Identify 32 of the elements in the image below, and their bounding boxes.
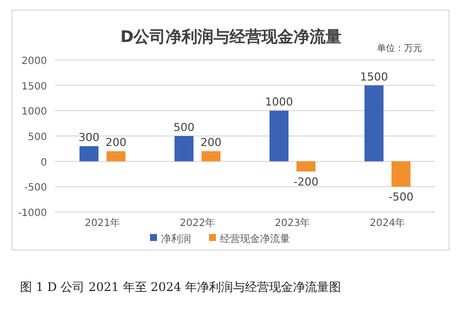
- bar: [364, 85, 384, 162]
- y-tick-label: -1000: [18, 208, 47, 219]
- bar: [392, 161, 410, 187]
- bar: [80, 146, 98, 162]
- x-tick-label: 2021年: [84, 217, 120, 229]
- bar: [174, 136, 194, 162]
- legend-label: 净利润: [161, 233, 191, 245]
- data-label: 500: [174, 121, 194, 134]
- data-label: -200: [294, 175, 318, 188]
- y-tick-label: 2000: [22, 56, 47, 67]
- data-label: 300: [78, 131, 100, 144]
- x-tick-label: 2023年: [274, 217, 310, 229]
- bar: [202, 151, 220, 162]
- y-tick-label: 1000: [22, 106, 47, 118]
- legend-label: 经营现金净流量: [220, 233, 290, 245]
- bar: [270, 110, 288, 162]
- text: 单位：万元: [377, 43, 422, 54]
- data-label: -500: [388, 190, 414, 204]
- bar: [296, 161, 316, 172]
- x-tick-label: 2024年: [370, 217, 406, 229]
- chart-title: D公司净利润与经营现金净流量: [120, 27, 342, 46]
- data-label: 1500: [360, 70, 388, 84]
- data-label: 200: [200, 136, 222, 150]
- y-tick-label: 1500: [22, 81, 47, 92]
- y-tick-label: 500: [28, 132, 47, 143]
- data-label: 1000: [265, 96, 293, 109]
- x-tick-label: 2022年: [180, 217, 216, 229]
- y-tick-label: -500: [24, 182, 47, 194]
- bar: [106, 151, 126, 162]
- y-tick-label: 0: [40, 157, 47, 168]
- data-label: 200: [106, 136, 126, 150]
- caption: 图 1 D 公司 2021 年至 2024 年净利润与经营现金净流量图: [20, 280, 342, 294]
